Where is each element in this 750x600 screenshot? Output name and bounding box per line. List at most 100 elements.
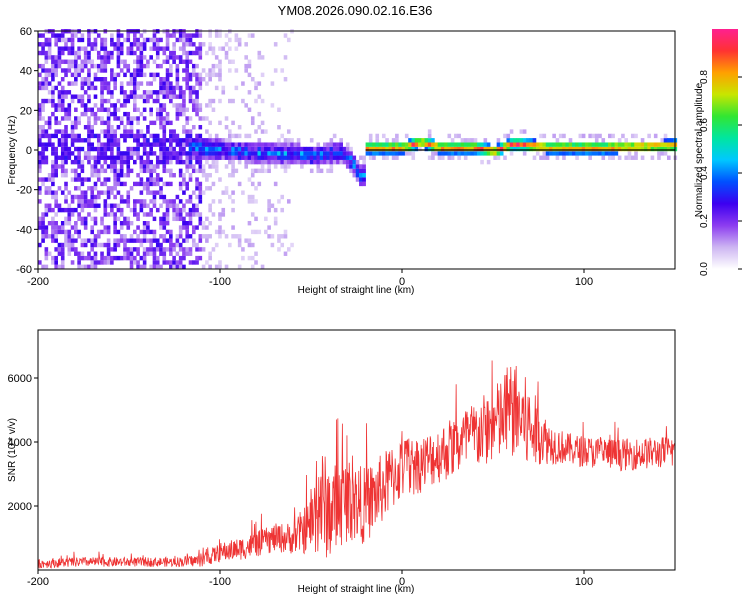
spectrogram-cell bbox=[191, 212, 196, 217]
spectrogram-cell bbox=[280, 194, 285, 200]
spectrogram-cell bbox=[47, 186, 52, 191]
spectrogram-cell bbox=[44, 255, 49, 261]
spectrogram-cell bbox=[126, 203, 131, 208]
spectrogram-x-tick-label: -100 bbox=[209, 276, 231, 288]
spectrogram-cell bbox=[277, 155, 281, 160]
spectrogram-cell bbox=[283, 164, 288, 169]
spectrogram-cell bbox=[80, 68, 85, 73]
spectrogram-cell bbox=[172, 55, 176, 60]
spectrogram-cell bbox=[221, 146, 226, 152]
spectrogram-cell bbox=[519, 142, 524, 147]
spectrogram-cell bbox=[103, 181, 108, 187]
spectrogram-cell bbox=[611, 146, 615, 152]
spectrogram-cell bbox=[198, 46, 203, 51]
spectrogram-cell bbox=[260, 159, 265, 165]
spectrogram-cell bbox=[90, 63, 95, 69]
spectrogram-cell bbox=[165, 68, 170, 73]
spectrogram-cell bbox=[110, 247, 114, 252]
spectrogram-cell bbox=[67, 221, 72, 226]
spectrogram-cell bbox=[175, 234, 180, 239]
spectrogram-cell bbox=[110, 90, 114, 95]
spectrogram-cell bbox=[136, 146, 140, 152]
spectrogram-cell bbox=[155, 260, 160, 265]
spectrogram-cell bbox=[155, 98, 160, 104]
spectrogram-cell bbox=[463, 155, 468, 160]
spectrogram-cell bbox=[93, 77, 98, 82]
spectrogram-cell bbox=[113, 186, 117, 191]
colorbar-label: Normalized spectral amplitude bbox=[694, 82, 705, 217]
spectrogram-cell bbox=[630, 155, 635, 160]
spectrogram-cell bbox=[80, 37, 85, 43]
spectrogram-cell bbox=[247, 255, 252, 261]
spectrogram-cell bbox=[273, 155, 278, 160]
spectrogram-cell bbox=[119, 181, 124, 187]
spectrogram-cell bbox=[211, 50, 216, 56]
spectrogram-cell bbox=[60, 260, 65, 265]
spectrogram-cell bbox=[142, 199, 147, 204]
spectrogram-cell bbox=[54, 85, 58, 91]
spectrogram-cell bbox=[57, 81, 62, 86]
spectrogram-cell bbox=[64, 168, 68, 174]
spectrogram-cell bbox=[51, 33, 55, 38]
spectrogram-cell bbox=[38, 63, 42, 69]
spectrogram-cell bbox=[169, 159, 173, 165]
spectrogram-cell bbox=[93, 103, 98, 108]
spectrogram-cell bbox=[126, 255, 131, 261]
spectrogram-cell bbox=[110, 260, 114, 265]
spectrogram-cell bbox=[51, 173, 55, 178]
spectrogram-cell bbox=[152, 229, 157, 235]
spectrogram-cell bbox=[54, 159, 58, 165]
spectrogram-cell bbox=[195, 151, 199, 156]
spectrogram-cell bbox=[113, 107, 117, 112]
spectrogram-cell bbox=[162, 59, 167, 64]
spectrogram-cell bbox=[224, 234, 229, 239]
spectrogram-cell bbox=[93, 242, 98, 248]
spectrogram-cell bbox=[165, 238, 170, 243]
spectrogram-cell bbox=[273, 207, 278, 213]
spectrogram-cell bbox=[237, 151, 242, 156]
spectrogram-cell bbox=[119, 168, 124, 174]
spectrogram-cell bbox=[264, 216, 268, 222]
spectrogram-cell bbox=[198, 199, 203, 204]
spectrogram-cell bbox=[64, 37, 68, 43]
spectrogram-cell bbox=[175, 194, 180, 200]
spectrogram-cell bbox=[329, 168, 334, 174]
spectrogram-cell bbox=[133, 68, 137, 73]
spectrogram-cell bbox=[93, 221, 98, 226]
spectrogram-cell bbox=[106, 107, 111, 112]
spectrogram-cell bbox=[126, 199, 131, 204]
spectrogram-cell bbox=[96, 173, 101, 178]
spectrogram-cell bbox=[250, 116, 255, 121]
spectrogram-cell bbox=[195, 181, 199, 187]
spectrogram-cell bbox=[293, 142, 298, 147]
spectrogram-cell bbox=[60, 221, 65, 226]
spectrogram-cell bbox=[103, 59, 108, 64]
spectrogram-cell bbox=[67, 247, 72, 252]
spectrogram-cell bbox=[270, 242, 275, 248]
spectrogram-cell bbox=[241, 155, 245, 160]
spectrogram-cell bbox=[473, 142, 478, 147]
spectrogram-cell bbox=[172, 133, 176, 139]
spectrogram-cell bbox=[172, 203, 176, 208]
spectrogram-cell bbox=[332, 133, 337, 139]
spectrogram-cell bbox=[106, 59, 111, 64]
spectrogram-cell bbox=[244, 55, 248, 60]
spectrogram-cell bbox=[191, 164, 196, 169]
spectrogram-cell bbox=[257, 50, 262, 56]
spectrogram-cell bbox=[234, 33, 239, 38]
spectrogram-cell bbox=[149, 37, 153, 43]
spectrogram-cell bbox=[191, 142, 196, 147]
colorbar: 0.00.20.40.60.8 Normalized spectral ampl… bbox=[694, 29, 742, 276]
spectrogram-cell bbox=[191, 68, 196, 73]
spectrogram-cell bbox=[152, 120, 157, 126]
spectrogram-cell bbox=[185, 221, 190, 226]
spectrogram-cell bbox=[647, 142, 651, 147]
spectrogram-cell bbox=[103, 107, 108, 112]
spectrogram-cell bbox=[149, 146, 153, 152]
spectrogram-cell bbox=[457, 142, 461, 147]
spectrogram-cell bbox=[372, 146, 376, 152]
spectrogram-cell bbox=[198, 164, 203, 169]
spectrogram-cell bbox=[142, 72, 147, 78]
spectrogram-cell bbox=[385, 155, 389, 160]
spectrogram-cell bbox=[270, 81, 275, 86]
